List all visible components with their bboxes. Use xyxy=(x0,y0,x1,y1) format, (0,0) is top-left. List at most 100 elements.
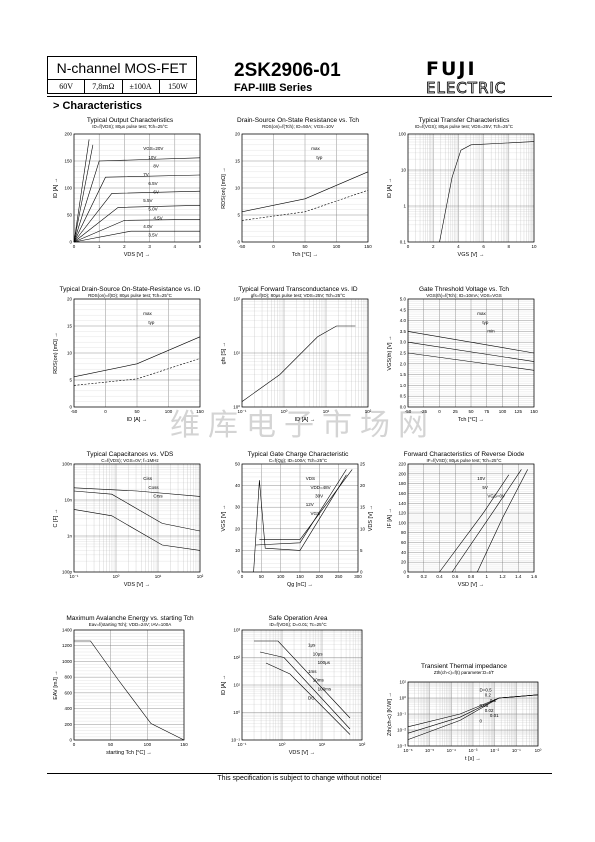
curve-label: 1ms xyxy=(308,669,317,674)
plot-grid xyxy=(407,681,539,747)
y-tick-label: 1400 xyxy=(62,628,73,633)
chart-subtitle: VGS(th)=f(Tch); ID=10mA; VDS=VGS xyxy=(426,293,501,298)
y-tick-label: 100n xyxy=(62,462,73,467)
curve-label: 8V xyxy=(153,163,159,168)
curve-label: 4.0V xyxy=(143,224,152,229)
chart-subtitle: IF=f(VSD); 80μs pulse test; Tch=25°C xyxy=(426,458,502,463)
x-tick-label: 1.4 xyxy=(515,574,522,579)
curve-label: max xyxy=(143,311,152,316)
y-tick-label: 140 xyxy=(398,501,406,506)
chart-subtitle: ID=f(VGS); 80μs pulse test; VDS=25V; Tch… xyxy=(415,124,514,129)
plot-grid xyxy=(407,298,535,408)
x-tick-label: -25 xyxy=(420,409,427,414)
series-name: FAP-IIIB Series xyxy=(234,82,313,94)
x-tick-label: 100 xyxy=(499,409,507,414)
chart-subtitle: Eav=f(starting Tch); VDD=24V; IAV=100A xyxy=(89,622,172,627)
x-axis-label: ID [A] → xyxy=(295,417,316,423)
x-tick-label: 10⁻¹ xyxy=(238,409,247,414)
x-tick-label: 0.2 xyxy=(421,574,428,579)
chart-subtitle: ID=f(VDS); D=0.01; Tc=25°C xyxy=(269,622,327,627)
x-tick-label: 10⁻¹ xyxy=(70,574,79,579)
x-tick-label: 2 xyxy=(432,244,435,249)
footer-note: This specification is subject to change … xyxy=(47,773,552,782)
x-tick-label: 3 xyxy=(148,244,151,249)
curve xyxy=(73,157,201,243)
x-tick-label: 10¹ xyxy=(155,574,162,579)
curve xyxy=(73,144,94,243)
x-tick-label: 150 xyxy=(196,409,204,414)
x-tick-label: -50 xyxy=(239,244,246,249)
y-tick-label: 40 xyxy=(401,550,407,555)
y-tick-label: 10¹ xyxy=(233,351,240,356)
y-tick-label: 220 xyxy=(398,462,406,467)
plot-grid xyxy=(241,133,369,243)
x-axis-label: VDS [V] → xyxy=(289,750,316,756)
x-axis-label: Qg [nC] → xyxy=(287,582,313,588)
chart-subtitle: C=f(VDS); VGS=0V; f=1MHz xyxy=(101,458,159,463)
y-tick-label: 0.5 xyxy=(400,394,407,399)
x-axis-label: t [s] → xyxy=(465,756,481,762)
y2-tick-label: 5 xyxy=(360,548,363,553)
x-tick-label: 10⁻⁵ xyxy=(425,748,434,753)
chart-10: Maximum Avalanche Energy vs. starting Tc… xyxy=(53,615,194,756)
x-axis-label: VGS [V] → xyxy=(458,252,485,258)
curve xyxy=(241,171,369,213)
y-tick-label: 4.5 xyxy=(400,307,407,312)
curve-label: 5V xyxy=(482,485,488,490)
curve xyxy=(407,341,535,362)
x-tick-label: 10¹ xyxy=(319,742,326,747)
plot-grid xyxy=(73,133,201,243)
x-tick-label: 150 xyxy=(180,742,188,747)
x-tick-label: 1 xyxy=(98,244,101,249)
y-tick-label: 10¹ xyxy=(399,680,406,685)
curve-label: 5.0V xyxy=(148,207,157,212)
x-tick-label: 10² xyxy=(359,742,366,747)
curve xyxy=(74,640,185,741)
chart-3: Typical Transfer CharacteristicsID=f(VGS… xyxy=(387,117,537,258)
chart-4: Typical Drain-Source On-State-Resistance… xyxy=(53,286,204,423)
fuji-electric-logo: FUJI ELECTRIC xyxy=(426,58,506,96)
curve xyxy=(407,331,535,354)
y-tick-label: 20 xyxy=(235,526,241,531)
plot-grid xyxy=(407,133,535,243)
x-tick-label: 10⁻⁴ xyxy=(447,748,456,753)
x-tick-label: 10⁻³ xyxy=(469,748,478,753)
x-tick-label: 0 xyxy=(104,409,107,414)
y-tick-label: 50 xyxy=(67,213,73,218)
curve-label: 100ms xyxy=(318,687,332,692)
curve-label: 0.02 xyxy=(485,708,494,713)
header-rule xyxy=(47,96,552,97)
y-tick-label: 1200 xyxy=(62,643,73,648)
y-axis-label: VGS [V] → xyxy=(221,505,227,532)
curve-label: 7V xyxy=(143,172,149,177)
spec-voltage: 60V xyxy=(48,80,86,94)
y2-axis-label: VDS [V] → xyxy=(368,505,374,532)
y-tick-label: 10⁻¹ xyxy=(231,738,240,743)
curve-label: 30V xyxy=(315,493,323,498)
chart-subtitle: gfs=f(ID); 80μs pulse test; VDS=25V; Tch… xyxy=(251,293,346,298)
curve-label: VGS=20V xyxy=(143,146,163,151)
svg-text:FUJI: FUJI xyxy=(426,58,477,80)
chart-title: Maximum Avalanche Energy vs. starting Tc… xyxy=(66,615,194,622)
x-tick-label: -50 xyxy=(405,409,412,414)
x-tick-label: -50 xyxy=(71,409,78,414)
y-tick-label: 10⁻² xyxy=(397,728,406,733)
curve xyxy=(477,469,528,573)
y-tick-label: 10⁰ xyxy=(399,696,406,701)
x-tick-label: 50 xyxy=(468,409,474,414)
y-tick-label: 5.0 xyxy=(400,297,407,302)
x-tick-label: 250 xyxy=(335,574,343,579)
y-tick-label: 50 xyxy=(235,462,241,467)
y-tick-label: 1 xyxy=(403,204,406,209)
y-tick-label: 2.5 xyxy=(400,351,407,356)
svg-text:ELECTRIC: ELECTRIC xyxy=(426,79,506,96)
y-tick-label: 10 xyxy=(235,186,241,191)
curve xyxy=(241,325,356,402)
curve xyxy=(73,190,201,243)
chart-title: Safe Operation Area xyxy=(269,615,328,622)
device-type: N-channel MOS-FET xyxy=(48,57,196,80)
y-axis-label: VGS(th) [V] → xyxy=(387,335,393,370)
curve-label: 0.01 xyxy=(490,713,499,718)
x-tick-label: 0.8 xyxy=(468,574,475,579)
y-axis-label: RDS(on) [mΩ] → xyxy=(221,167,227,209)
